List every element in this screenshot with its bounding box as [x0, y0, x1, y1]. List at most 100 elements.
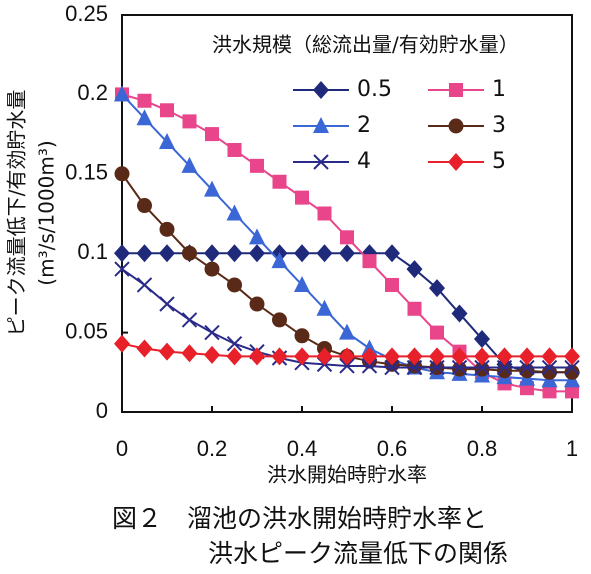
x-tick-label: 0	[116, 436, 128, 461]
marker	[181, 156, 198, 173]
marker	[541, 347, 558, 366]
caption: 洪水ピーク流量低下の関係	[208, 539, 508, 568]
marker	[451, 304, 468, 323]
marker	[205, 127, 219, 142]
marker	[295, 190, 309, 205]
marker	[114, 261, 130, 277]
marker	[496, 347, 513, 366]
legend-label: 4	[357, 149, 371, 174]
marker	[448, 153, 464, 171]
marker	[226, 244, 243, 263]
marker	[362, 254, 377, 269]
marker	[313, 117, 329, 133]
marker	[496, 359, 513, 376]
marker	[429, 347, 445, 366]
marker	[181, 344, 198, 363]
marker	[294, 347, 310, 366]
x-tick-label: 0.8	[467, 436, 498, 461]
marker	[542, 364, 557, 380]
marker	[313, 81, 329, 99]
marker	[204, 324, 220, 341]
marker	[361, 347, 378, 366]
marker	[339, 358, 355, 374]
x-tick-label: 0.2	[197, 436, 228, 461]
legend-title: 洪水規模（総流出量/有効貯水量）	[212, 33, 519, 57]
marker	[451, 347, 468, 366]
marker	[564, 347, 580, 366]
marker	[451, 359, 468, 376]
marker	[361, 244, 378, 263]
legend-label: 2	[357, 113, 371, 138]
marker	[361, 358, 378, 374]
marker	[316, 347, 333, 366]
x-tick-label: 0.4	[287, 436, 318, 461]
marker	[227, 142, 242, 157]
marker	[294, 244, 310, 263]
marker	[137, 198, 152, 214]
marker	[316, 299, 333, 316]
y-axis-unit: (m³/s/1000m³)	[35, 140, 59, 285]
marker	[406, 260, 423, 279]
marker	[407, 358, 422, 374]
marker	[159, 244, 175, 263]
marker	[565, 384, 579, 399]
y-tick-label: 0.25	[65, 1, 108, 26]
marker	[474, 359, 490, 376]
marker	[339, 347, 355, 366]
marker	[294, 275, 310, 292]
marker	[541, 359, 558, 376]
marker	[564, 364, 580, 380]
marker	[204, 261, 220, 277]
x-tick-label: 1	[566, 436, 578, 461]
marker	[250, 158, 264, 173]
legend-label: 5	[492, 149, 506, 174]
x-tick-label: 0.6	[377, 436, 408, 461]
marker	[497, 363, 512, 379]
marker	[313, 154, 329, 170]
legend-label: 3	[492, 113, 506, 138]
caption: 図２ 溜池の洪水開始時貯水率と	[112, 504, 487, 533]
series-line	[121, 173, 572, 374]
marker	[226, 336, 243, 352]
marker	[339, 244, 355, 263]
marker	[316, 244, 333, 263]
marker	[474, 329, 490, 348]
marker	[227, 277, 242, 293]
legend-label: 0.5	[357, 77, 392, 102]
marker	[542, 384, 557, 399]
marker	[407, 301, 422, 316]
marker	[449, 83, 463, 97]
marker	[136, 339, 153, 358]
marker	[339, 323, 355, 340]
marker	[430, 325, 444, 340]
marker	[564, 359, 580, 376]
marker	[181, 312, 198, 328]
marker	[249, 347, 265, 366]
y-tick-label: 0	[96, 398, 108, 423]
marker	[474, 361, 490, 377]
marker	[429, 279, 445, 298]
marker	[226, 347, 243, 366]
marker	[294, 328, 310, 344]
marker	[519, 363, 535, 379]
marker	[159, 296, 175, 312]
plot-frame	[121, 14, 573, 413]
marker	[452, 361, 467, 377]
marker	[519, 347, 535, 366]
marker	[385, 277, 399, 292]
legend-label: 1	[492, 77, 506, 102]
marker	[272, 312, 287, 328]
y-tick-label: 0.1	[77, 239, 108, 264]
marker	[249, 228, 265, 245]
marker	[159, 342, 175, 361]
marker	[406, 359, 423, 376]
marker	[182, 114, 197, 129]
marker	[474, 347, 490, 366]
marker	[340, 230, 354, 245]
y-tick-label: 0.05	[65, 318, 108, 343]
marker	[159, 221, 175, 237]
marker	[271, 347, 288, 366]
marker	[204, 180, 220, 197]
marker	[204, 244, 220, 263]
y-tick-label: 0.2	[77, 80, 108, 105]
